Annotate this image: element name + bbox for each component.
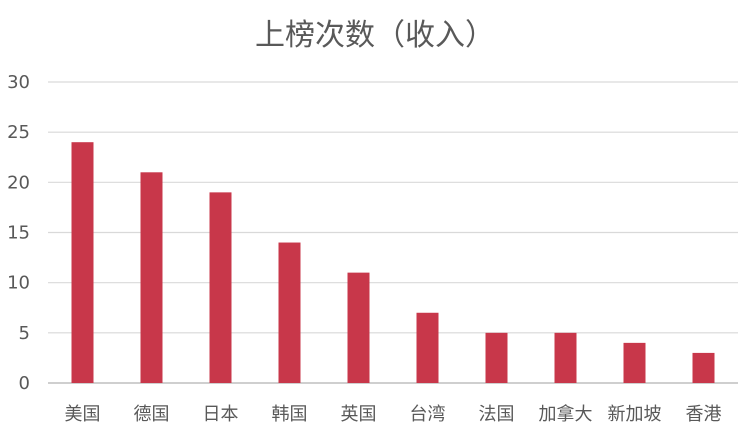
x-tick-label: 新加坡 [608, 404, 662, 425]
grid-layer [48, 81, 738, 384]
y-tick-label: 0 [19, 373, 30, 394]
bar [692, 352, 715, 383]
x-tick-label: 香港 [686, 404, 722, 425]
x-tick-label: 英国 [341, 404, 377, 425]
bar [623, 342, 646, 383]
y-tick-label: 15 [7, 223, 30, 244]
x-tick-label: 日本 [203, 404, 239, 425]
x-tick-label: 美国 [65, 404, 101, 425]
y-tick-label: 30 [7, 72, 30, 93]
bar [485, 332, 508, 383]
bar [209, 192, 232, 383]
x-tick-label: 台湾 [410, 404, 446, 425]
chart-title: 上榜次数（收入） [255, 18, 495, 53]
bar [71, 142, 94, 383]
bar [278, 242, 301, 383]
y-tick-label: 5 [19, 323, 30, 344]
bar [140, 172, 163, 383]
x-tick-label: 韩国 [272, 404, 308, 425]
y-tick-label: 20 [7, 172, 30, 193]
x-tick-label: 德国 [134, 404, 170, 425]
bar [416, 312, 439, 383]
x-tick-label: 法国 [479, 404, 515, 425]
bar [347, 272, 370, 383]
bar-layer [71, 142, 715, 383]
y-tick-label: 25 [7, 122, 30, 143]
label-layer: 0 5 10 15 20 25 30 美国 德国 日本 韩国 英国 台湾 法国 加拿大 新加坡 香港 [7, 72, 721, 425]
bar [554, 332, 577, 383]
y-tick-label: 10 [7, 273, 30, 294]
x-tick-label: 加拿大 [539, 403, 593, 425]
